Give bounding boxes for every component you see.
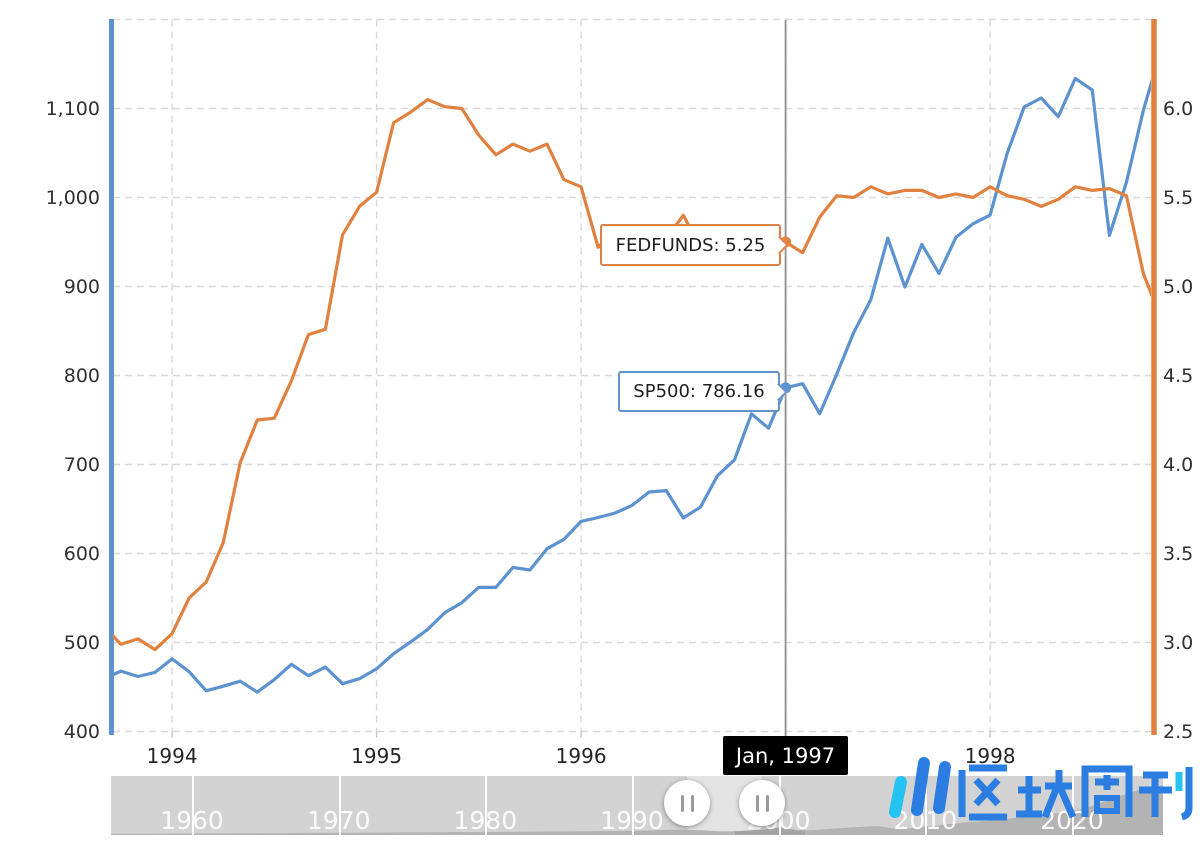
timeline-decade-label: 1960 [160, 806, 224, 835]
right-axis-tick: 4.0 [1163, 453, 1194, 476]
pause-bars-icon [690, 794, 694, 812]
right-axis-tick: 6.0 [1163, 97, 1194, 120]
watermark-logo [889, 757, 1193, 821]
fedfunds-tooltip-text: FEDFUNDS: 5.25 [615, 234, 766, 256]
timeline-decade-tick [632, 776, 634, 835]
left-axis-tick: 400 [63, 720, 100, 743]
timeline-decade-label: 1970 [306, 806, 371, 835]
left-axis-tick: 700 [63, 453, 100, 476]
timeline-decade-label: 2010 [893, 806, 958, 835]
timeline-handle-right[interactable] [739, 780, 785, 826]
sp500-tooltip: SP500: 786.16 [618, 371, 788, 412]
x-axis-year-label: 1994 [146, 744, 198, 768]
left-axis-tick: 600 [63, 542, 100, 565]
timeline-decade-tick [485, 776, 488, 835]
timeline-decade-tick [192, 776, 194, 835]
left-axis-tick: 1,100 [45, 97, 100, 120]
timeline-preview-area [111, 785, 1163, 835]
left-axis-tick: 800 [63, 364, 100, 387]
fedfunds-tooltip: FEDFUNDS: 5.25 [600, 224, 789, 266]
timeline-handle-left[interactable] [664, 780, 710, 826]
pause-bars-icon [680, 794, 684, 812]
timeline-decade-tick [1072, 776, 1074, 835]
bar-chart-logo-icon [889, 757, 951, 818]
sp500-line [113, 76, 1151, 694]
sp500-tooltip-text: SP500: 786.16 [633, 381, 765, 402]
x-axis-year-label: 1996 [555, 744, 607, 768]
right-axis-tick: 5.0 [1163, 275, 1194, 298]
right-axis-tick: 5.5 [1163, 186, 1194, 209]
left-axis-tick: 500 [63, 631, 100, 654]
timeline-decade-label: 1990 [600, 806, 664, 835]
right-axis-tick: 3.5 [1163, 542, 1194, 565]
cursor-date-label: Jan, 1997 [723, 736, 848, 775]
timeline-preview-area-selected [735, 827, 805, 835]
x-axis-year-label: 1995 [351, 744, 403, 768]
left-axis-tick: 900 [63, 275, 100, 298]
pause-bars-icon [765, 794, 769, 812]
right-axis-tick: 4.5 [1163, 364, 1194, 387]
logo-glyphs [958, 764, 1193, 821]
timeline-decade-tick [338, 776, 341, 835]
timeline-decade-tick [925, 776, 928, 835]
timeline-decade-label: 1980 [453, 806, 518, 835]
pause-bars-icon [755, 794, 759, 812]
right-axis-tick: 3.0 [1163, 631, 1194, 654]
x-axis-year-label: 1998 [964, 744, 1016, 768]
right-axis-tick: 2.5 [1163, 720, 1194, 743]
left-axis-tick: 1,000 [45, 186, 100, 209]
